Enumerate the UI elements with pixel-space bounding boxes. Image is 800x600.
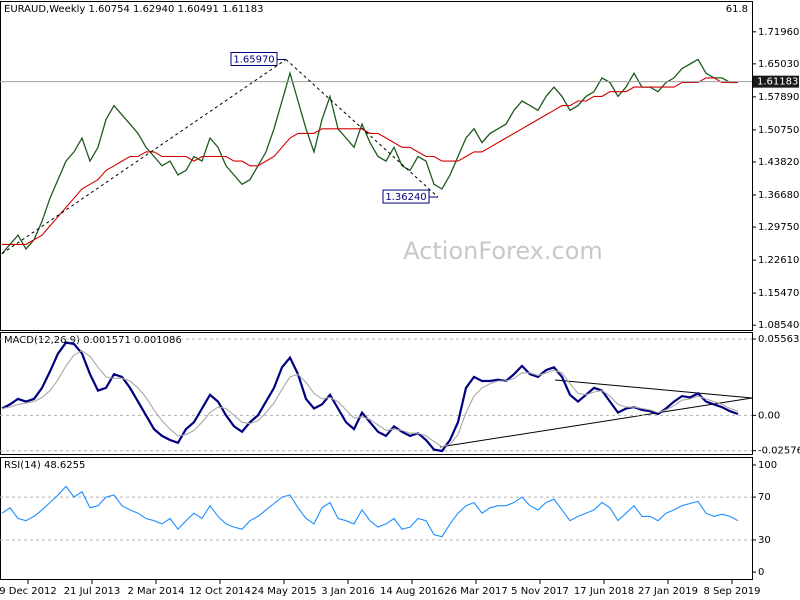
swing-line <box>285 59 439 198</box>
y-tick-label: 1.65030 <box>758 59 799 70</box>
x-tick-label: 27 Jan 2019 <box>638 586 698 597</box>
y-tick-label: 1.50750 <box>758 125 799 136</box>
fib-label: 61.8 <box>726 4 748 15</box>
x-tick-label: 3 Jan 2016 <box>321 586 375 597</box>
annotation-label: 1.65970 <box>233 55 274 66</box>
rsi-title: RSI(14) 48.6255 <box>4 460 85 471</box>
series-line <box>1 350 739 448</box>
x-tick-label: 5 Nov 2017 <box>511 586 569 597</box>
y-tick-label: 1.43820 <box>758 157 799 168</box>
x-tick-label: 9 Dec 2012 <box>0 586 57 597</box>
rsi-panel <box>0 457 753 580</box>
watermark: ActionForex.com <box>403 237 603 265</box>
y-tick-label: 1.36680 <box>758 190 799 201</box>
x-tick-label: 26 Mar 2017 <box>444 586 507 597</box>
x-tick-label: 21 Jul 2013 <box>64 586 121 597</box>
x-tick-label: 14 Aug 2016 <box>380 586 444 597</box>
x-tick-label: 24 May 2015 <box>251 586 316 597</box>
series-line <box>1 341 739 453</box>
last-price-box <box>753 75 799 88</box>
y-tick-label: 70 <box>758 492 771 503</box>
y-tick-label: 1.15470 <box>758 288 799 299</box>
x-tick-label: 17 Jun 2018 <box>574 586 634 597</box>
price-title: EURAUD,Weekly 1.60754 1.62940 1.60491 1.… <box>4 4 263 15</box>
y-tick-label: 0.055637 <box>758 334 800 345</box>
series-line <box>2 77 738 245</box>
macd-title: MACD(12,26,9) 0.001571 0.001086 <box>4 335 182 346</box>
macd-panel <box>0 332 753 455</box>
y-tick-label: 1.71960 <box>758 27 799 38</box>
last-price-label: 1.61183 <box>757 77 798 88</box>
y-tick-label: 30 <box>758 535 771 546</box>
x-tick-label: 8 Sep 2019 <box>703 586 760 597</box>
y-tick-label: 100 <box>758 460 777 471</box>
macd-trendline <box>554 379 753 399</box>
y-tick-label: 1.08540 <box>758 320 799 331</box>
y-tick-label: 1.22610 <box>758 255 799 266</box>
price-panel <box>0 1 753 331</box>
y-tick-label: 1.57890 <box>758 92 799 103</box>
x-tick-label: 12 Oct 2014 <box>189 586 251 597</box>
macd-trendline <box>439 397 753 448</box>
y-tick-label: 1.29750 <box>758 222 799 233</box>
y-tick-label: -0.02576 <box>758 446 800 457</box>
annotation-label: 1.36240 <box>385 192 426 203</box>
series-line <box>1 485 739 538</box>
y-tick-label: 0.00 <box>758 410 780 421</box>
y-tick-label: 0 <box>758 567 764 578</box>
x-tick-label: 2 Mar 2014 <box>127 586 184 597</box>
